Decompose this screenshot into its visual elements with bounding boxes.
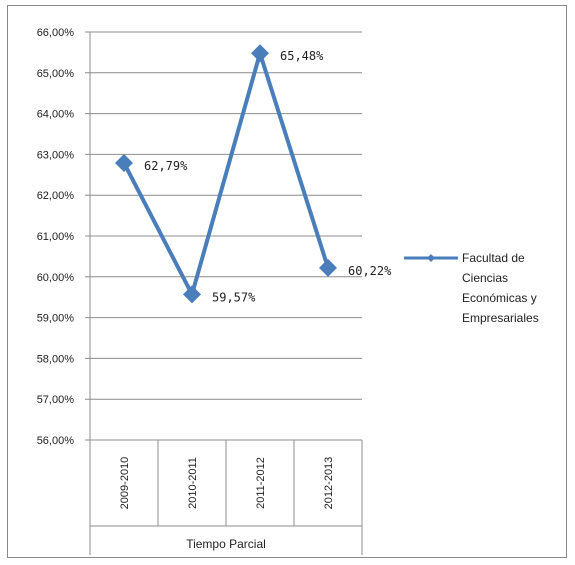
y-tick-label: 59,00% <box>37 313 75 325</box>
x-category-label: 2011-2012 <box>255 457 267 509</box>
y-tick-label: 65,00% <box>37 68 75 80</box>
data-point-marker <box>251 44 269 63</box>
y-tick-label: 61,00% <box>37 231 75 243</box>
data-label: 62,79% <box>144 159 188 173</box>
legend-label-line: Facultad de <box>462 251 525 265</box>
y-tick-label: 63,00% <box>37 149 75 161</box>
y-tick-label: 66,00% <box>37 27 75 39</box>
data-labels: 62,79% 59,57% 65,48% 60,22% <box>144 49 392 304</box>
y-tick-label: 64,00% <box>37 109 75 121</box>
chart-frame <box>7 5 567 558</box>
legend-label-line: Ciencias <box>462 271 508 285</box>
y-tick-label: 62,00% <box>37 190 75 202</box>
legend: Facultad de Ciencias Económicas y Empresari… <box>404 251 539 325</box>
y-tick-label: 60,00% <box>37 272 75 284</box>
y-axis-tick-labels: 56,00% 57,00% 58,00% 59,00% 60,00% 61,00% 62,0… <box>37 27 75 447</box>
legend-label-line: Empresariales <box>462 311 539 325</box>
data-point-marker <box>183 285 201 304</box>
x-axis-category-labels: 2009-2010 2010-2011 2011-2012 2012-2013 <box>119 457 335 510</box>
data-label: 59,57% <box>212 290 256 304</box>
x-category-label: 2010-2011 <box>187 457 199 509</box>
x-axis-title: Tiempo Parcial <box>186 537 266 551</box>
data-point-marker <box>319 258 337 277</box>
axes <box>89 32 363 555</box>
series-line <box>122 46 330 300</box>
x-category-label: 2012-2013 <box>323 457 335 510</box>
data-label: 60,22% <box>348 264 392 278</box>
legend-diamond-marker <box>427 254 435 262</box>
legend-label: Facultad de Ciencias Económicas y Empresari… <box>462 251 539 325</box>
gridlines <box>85 31 362 441</box>
data-point-marker <box>115 153 133 172</box>
series-group <box>115 44 337 304</box>
y-tick-label: 56,00% <box>37 435 75 447</box>
legend-label-line: Económicas y <box>462 291 537 305</box>
y-tick-label: 58,00% <box>37 353 75 365</box>
x-category-label: 2009-2010 <box>119 457 131 510</box>
data-label: 65,48% <box>280 49 324 63</box>
y-tick-label: 57,00% <box>37 394 75 406</box>
